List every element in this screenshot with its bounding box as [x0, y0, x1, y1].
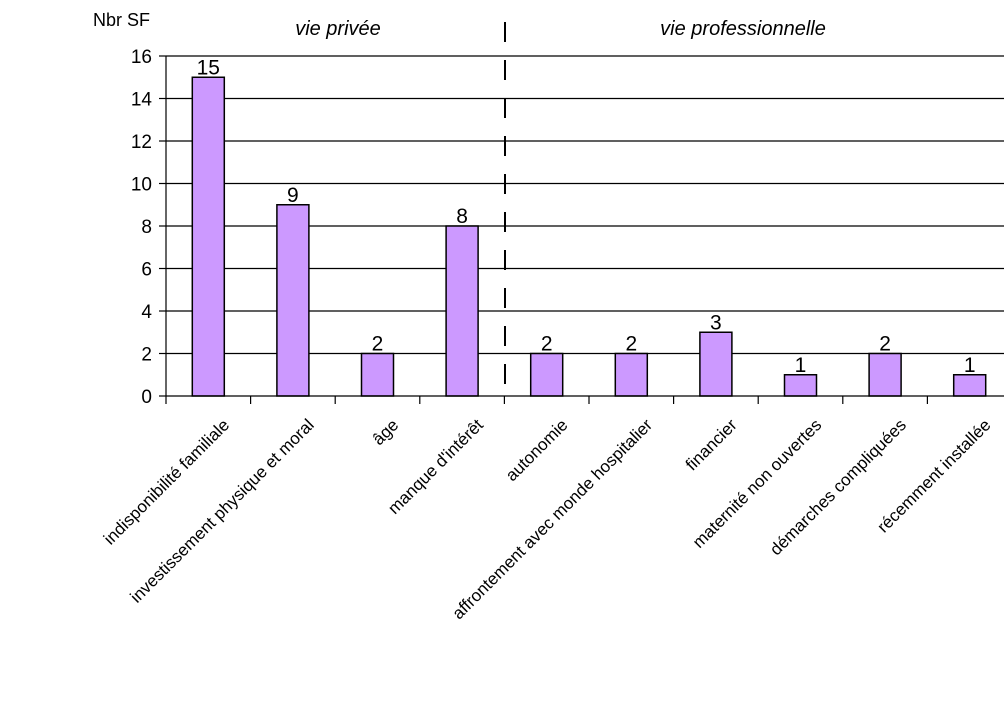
data-label: 1 — [795, 354, 807, 377]
data-label: 9 — [287, 184, 299, 207]
category-label: âge — [369, 415, 402, 448]
bar — [952, 374, 987, 397]
y-tick-label: 2 — [141, 345, 152, 366]
data-label: 2 — [541, 333, 553, 356]
bar — [783, 374, 818, 397]
group-label-vie-privee: vie privée — [295, 18, 381, 40]
bar — [868, 352, 902, 397]
bar — [529, 352, 564, 397]
y-tick-label: 6 — [141, 260, 152, 281]
category-label: démarches compliquées — [766, 415, 910, 559]
y-tick-label: 12 — [131, 132, 152, 153]
y-tick-label: 8 — [141, 217, 152, 238]
y-tick-label: 4 — [141, 302, 152, 323]
bars — [191, 76, 987, 397]
y-tick-label: 0 — [141, 387, 152, 408]
data-label: 15 — [197, 56, 220, 79]
data-label: 2 — [372, 333, 384, 356]
y-tick-label: 14 — [131, 90, 153, 111]
bar — [614, 352, 649, 397]
data-label: 8 — [456, 205, 468, 228]
bar — [360, 352, 395, 397]
category-label: financier — [682, 415, 741, 474]
category-labels: indisponibilité familialeinvestissement … — [100, 415, 994, 623]
data-label: 1 — [964, 354, 976, 377]
category-label: autonomie — [502, 415, 572, 485]
y-tick-label: 16 — [131, 47, 152, 68]
data-label: 3 — [710, 311, 722, 334]
group-label-vie-professionnelle: vie professionnelle — [660, 18, 826, 40]
y-axis-title: Nbr SF — [93, 10, 150, 30]
data-labels: 15 9 2 8 2 2 3 1 2 1 — [197, 56, 976, 377]
bar — [445, 225, 479, 397]
bar — [191, 76, 226, 397]
bar — [276, 204, 310, 397]
data-label: 2 — [625, 333, 637, 356]
data-label: 2 — [879, 333, 891, 356]
category-label: investissement physique et moral — [127, 415, 318, 606]
y-tick-label: 10 — [131, 175, 152, 196]
y-tick-labels: 0 2 4 6 8 10 12 14 16 — [131, 47, 153, 408]
bar — [699, 331, 733, 397]
axes — [159, 55, 1004, 404]
